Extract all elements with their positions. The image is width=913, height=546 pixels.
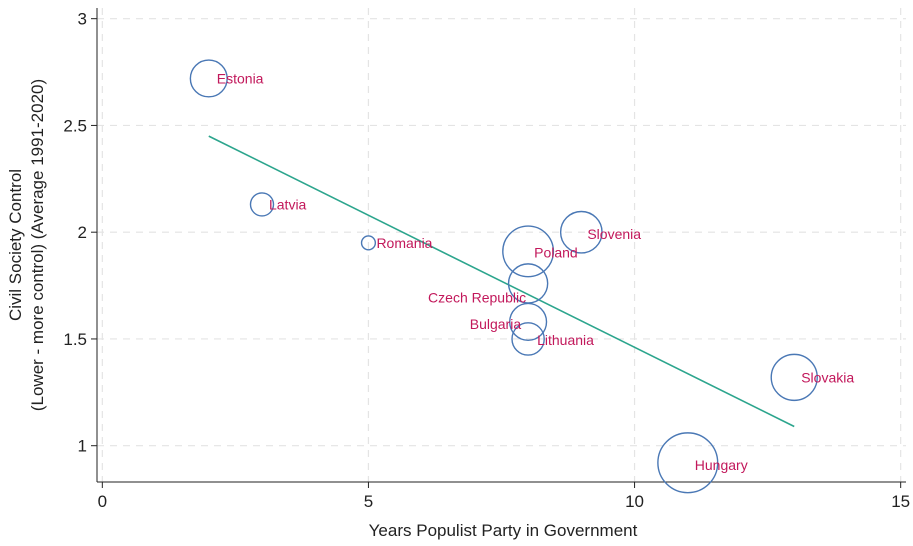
point-poland	[502, 225, 555, 278]
point-label: Bulgaria	[470, 316, 522, 332]
point-labels-layer: Estonia Latvia Romania Poland Slovenia Czech …	[217, 70, 855, 472]
point-label: Slovenia	[587, 226, 641, 242]
point-label: Latvia	[269, 196, 307, 212]
point-slovenia	[559, 210, 603, 254]
x-tick-label: 15	[891, 492, 910, 511]
y-axis-title-line2: (Lower - more control) (Average 1991-202…	[28, 79, 47, 411]
point-bulgaria	[509, 302, 548, 341]
point-hungary	[657, 432, 719, 494]
point-romania	[360, 235, 377, 251]
point-estonia	[189, 59, 228, 98]
point-label: Poland	[534, 244, 578, 260]
grid-lines	[97, 8, 906, 482]
point-lithuania	[511, 322, 545, 356]
y-tick-label: 1.5	[63, 330, 87, 349]
y-axis-title-line1: Civil Society Control	[6, 169, 25, 321]
y-tick-label: 1	[78, 437, 87, 456]
axes: 1 1.5 2 2.5 3 0 5 10 15	[63, 8, 910, 511]
point-label: Estonia	[217, 70, 264, 86]
x-axis-title: Years Populist Party in Government	[369, 521, 638, 540]
points-layer	[189, 59, 818, 494]
x-tick-label: 0	[98, 492, 107, 511]
y-tick-label: 2	[78, 223, 87, 242]
point-label: Hungary	[695, 457, 748, 473]
x-tick-label: 10	[625, 492, 644, 511]
point-label: Lithuania	[537, 332, 594, 348]
point-label: Romania	[376, 235, 432, 251]
point-slovakia	[770, 353, 818, 402]
point-label: Slovakia	[801, 369, 854, 385]
point-label: Czech Republic	[428, 289, 526, 305]
x-tick-label: 5	[364, 492, 373, 511]
fit-line	[208, 135, 795, 428]
point-latvia	[249, 192, 275, 217]
y-tick-label: 2.5	[63, 116, 87, 135]
y-tick-label: 3	[78, 10, 87, 29]
fit-line-layer	[208, 135, 795, 428]
